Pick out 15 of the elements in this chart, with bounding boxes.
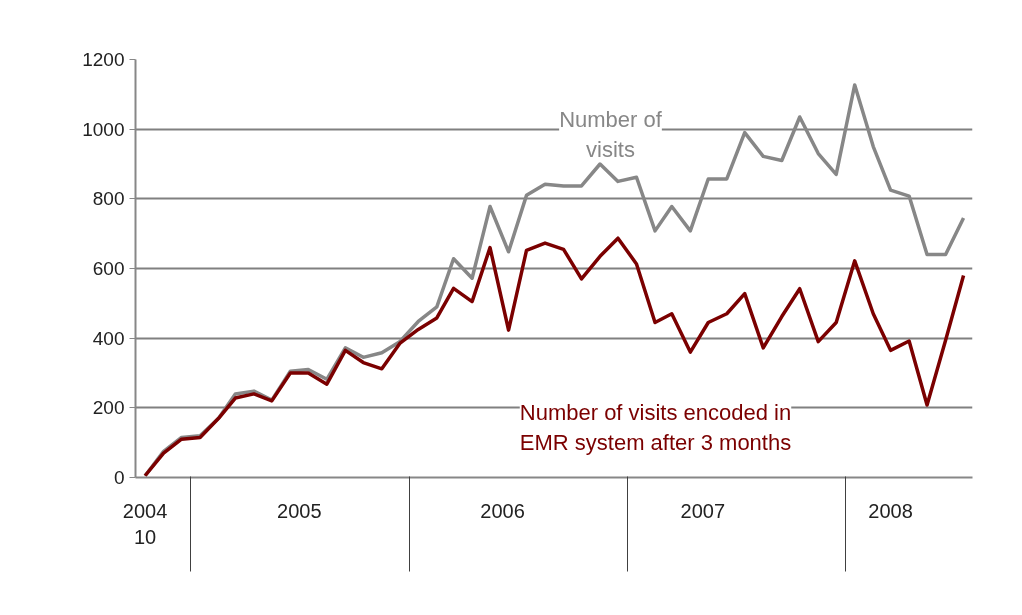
y-tick-label: 600 (92, 258, 125, 279)
y-tick-label: 0 (113, 467, 125, 488)
y-tick-label: 1200 (82, 49, 125, 70)
y-tick-label: 400 (92, 327, 125, 349)
y-tick-label: 800 (92, 188, 125, 210)
x-tick-label: 2007 (680, 499, 726, 522)
series-label: Number of visits (559, 107, 663, 162)
y-tick-label: 200 (92, 397, 125, 419)
y-tick-label: 1000 (82, 118, 125, 140)
x-tick-label: 2008 (868, 499, 913, 522)
line-series (143, 236, 966, 478)
text: Number of visits encoded in EMR system after 3 months (519, 400, 792, 455)
x-tick-label: 2006 (480, 499, 525, 522)
x-tick-label: 2005 (277, 499, 322, 522)
x-tick-label: 2004 10 (122, 499, 168, 548)
